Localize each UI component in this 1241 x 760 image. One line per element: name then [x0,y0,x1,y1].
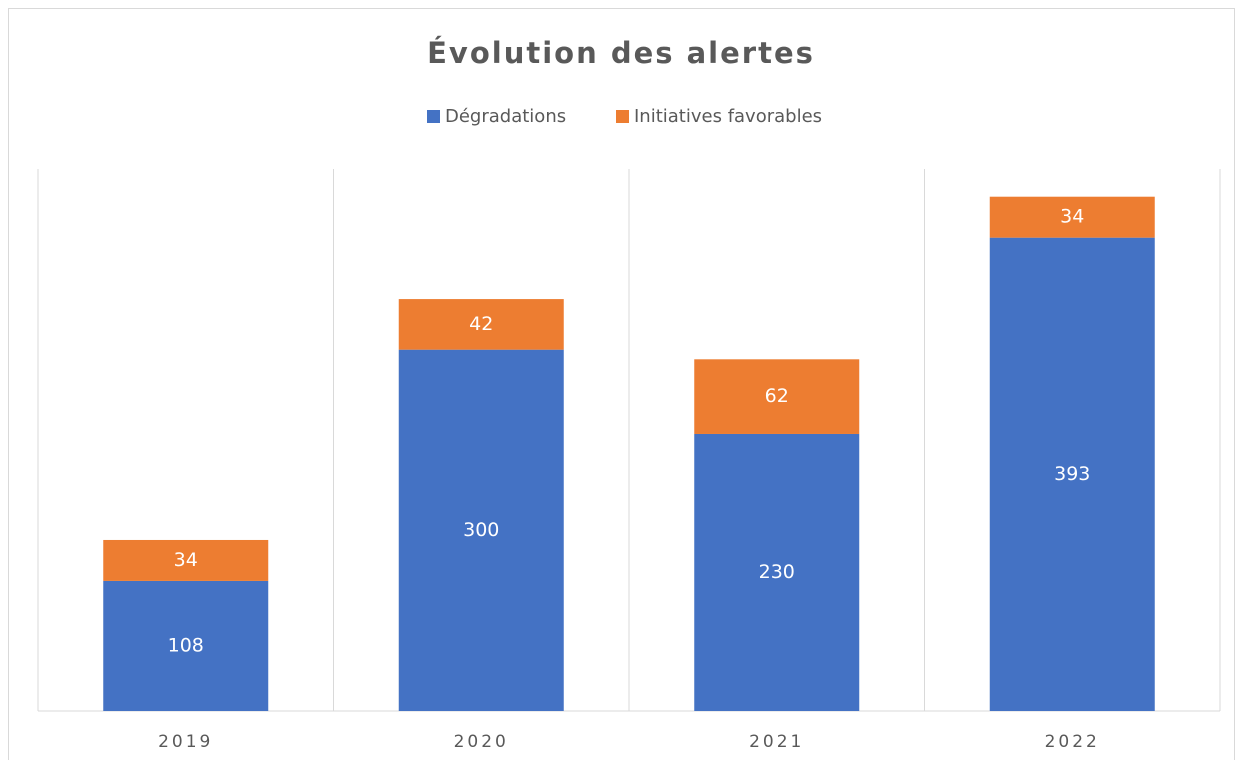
data-label: 34 [174,549,198,571]
bar-segment [398,349,564,711]
data-label: 300 [463,519,499,541]
x-tick-label: 2022 [1045,732,1100,752]
bar-segment [103,539,269,581]
data-label: 393 [1054,463,1090,485]
data-label: 34 [1060,206,1084,228]
data-label: 230 [759,561,795,583]
legend-swatch [427,110,440,123]
legend-label: Initiatives favorables [634,106,822,127]
data-label: 108 [168,634,204,656]
bar-segment [694,359,860,434]
bar-segment [989,196,1155,238]
chart-title: Évolution des alertes [427,36,815,70]
legend-label: Dégradations [445,106,566,127]
data-label: 62 [765,385,789,407]
legend-swatch [616,110,629,123]
bar-segment [694,433,860,711]
x-tick-label: 2020 [454,732,509,752]
bar-segment [989,237,1155,712]
bar-segment [398,299,564,350]
x-tick-label: 2019 [158,732,213,752]
data-label: 42 [469,313,493,335]
bar-segment [103,580,269,711]
x-tick-label: 2021 [749,732,804,752]
